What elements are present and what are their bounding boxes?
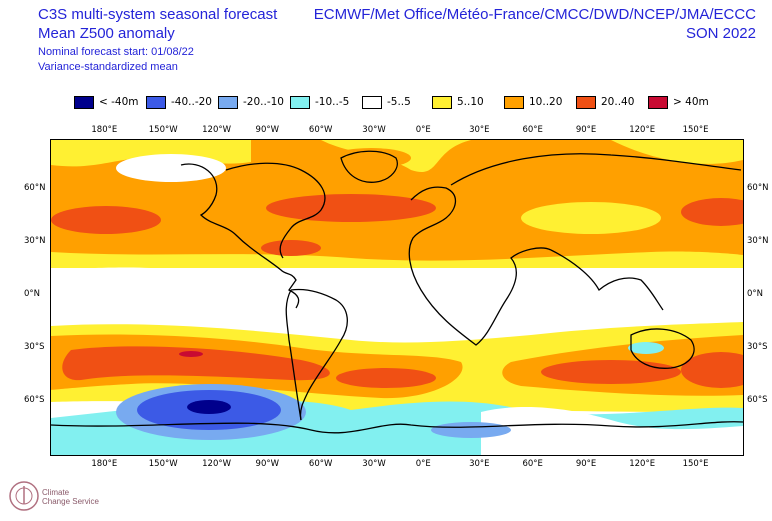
africa-europe-coast: [408, 186, 552, 346]
lat-tick-label: 0°N: [747, 289, 764, 299]
legend-swatch: [648, 96, 668, 109]
australia-cyan-patch: [628, 342, 664, 354]
eurasia-north-coast: [450, 153, 742, 186]
legend-label: -20..-10: [243, 96, 284, 108]
legend-swatch: [504, 96, 524, 109]
mean-type: Variance-standardized mean: [38, 61, 178, 73]
atlantic-red-patch: [266, 194, 436, 222]
legend-label: > 40m: [673, 96, 709, 108]
legend-swatch: [290, 96, 310, 109]
south-america-east-coast: [290, 288, 348, 421]
lon-tick-label: 30°W: [362, 459, 386, 469]
legend-label: 20..40: [601, 96, 635, 108]
lon-tick-label: 0°E: [415, 459, 431, 469]
climate-change-service-logo: [9, 481, 39, 511]
legend-label: 10..20: [529, 96, 563, 108]
sh-pacific-red-band: [62, 346, 330, 381]
lon-tick-label: 60°W: [308, 459, 333, 469]
coastlines: [51, 150, 743, 434]
forecast-start: Nominal forecast start: 01/08/22: [38, 46, 194, 58]
legend-swatch: [432, 96, 452, 109]
lat-tick-label: 60°N: [24, 183, 46, 193]
legend-swatch: [362, 96, 382, 109]
legend-label: -40..-20: [171, 96, 212, 108]
south-america-west-coast: [285, 289, 302, 421]
lat-tick-label: 60°N: [747, 183, 769, 193]
lon-tick-label: 150°W: [148, 459, 178, 469]
legend-label: < -40m: [99, 96, 139, 108]
north-america-coast: [180, 163, 300, 309]
sindian-red-patch: [541, 360, 681, 384]
lon-tick-label: 120°W: [202, 125, 232, 135]
namerica-red-patch: [261, 240, 321, 256]
greenland-positive-patch: [331, 148, 411, 168]
south-asia-coast: [550, 249, 664, 311]
lon-tick-label: 180°E: [91, 125, 118, 135]
lon-tick-label: 90°E: [575, 459, 597, 469]
lon-tick-label: 120°E: [629, 459, 656, 469]
logo-ring: [9, 481, 39, 511]
australia-coast: [630, 328, 695, 369]
lat-tick-label: 60°S: [747, 395, 768, 405]
north-america-east-coast: [225, 162, 326, 259]
lon-tick-label: 90°E: [575, 125, 597, 135]
sh-dark-red-patch: [179, 351, 203, 357]
lon-tick-label: 30°E: [469, 459, 490, 469]
tasman-red-patch: [681, 352, 743, 388]
lon-tick-label: 120°E: [629, 125, 656, 135]
antarctica-coast: [51, 421, 743, 434]
central-asia-yellow-patch: [521, 202, 661, 234]
lon-tick-label: 60°E: [522, 125, 543, 135]
lon-tick-label: 30°E: [469, 125, 490, 135]
lon-tick-label: 150°E: [682, 125, 709, 135]
logo-line-1: Climate: [42, 488, 70, 497]
lat-tick-label: 0°N: [24, 289, 41, 299]
lat-tick-label: 30°S: [747, 342, 768, 352]
logo-text: Climate Change Service: [42, 488, 99, 506]
lon-tick-label: 120°W: [202, 459, 232, 469]
equatorial-neutral-band: [51, 268, 743, 326]
lat-tick-label: 30°S: [24, 342, 45, 352]
chart-title: C3S multi-system seasonal forecast: [38, 6, 278, 23]
lat-tick-label: 60°S: [24, 395, 45, 405]
npacific-red-patch: [681, 198, 743, 226]
legend-label: 5..10: [457, 96, 484, 108]
legend-label: -10..-5: [315, 96, 350, 108]
anomaly-map: [50, 139, 744, 456]
season-label: SON 2022: [685, 25, 756, 42]
chart-subtitle: Mean Z500 anomaly: [38, 25, 175, 42]
lon-tick-label: 0°E: [415, 125, 431, 135]
weddell-light-blue-patch: [431, 422, 511, 438]
lon-tick-label: 150°E: [682, 459, 709, 469]
lon-tick-label: 30°W: [362, 125, 386, 135]
lat-tick-label: 30°N: [24, 236, 46, 246]
pacific-red-patch: [51, 206, 161, 234]
logo-line-2: Change Service: [42, 497, 99, 506]
lon-tick-label: 60°W: [308, 125, 333, 135]
legend-swatch: [146, 96, 166, 109]
centres-list: ECMWF/Met Office/Météo-France/CMCC/DWD/N…: [313, 6, 756, 23]
lon-tick-label: 180°E: [91, 459, 118, 469]
lon-tick-label: 60°E: [522, 459, 543, 469]
legend-swatch: [74, 96, 94, 109]
arctic-neutral-patch: [116, 154, 226, 182]
lat-tick-label: 30°N: [747, 236, 769, 246]
lon-tick-label: 90°W: [255, 125, 280, 135]
amundsen-low-core: [187, 400, 231, 414]
satlantic-red-patch: [336, 368, 436, 388]
legend-label: -5..5: [387, 96, 411, 108]
antarctic-neutral-patch: [481, 406, 743, 455]
greenland-coast: [340, 150, 398, 183]
lon-tick-label: 150°W: [148, 125, 178, 135]
legend-swatch: [576, 96, 596, 109]
siberia-yellow-patch: [611, 140, 743, 164]
lon-tick-label: 90°W: [255, 459, 280, 469]
map-canvas: [51, 140, 743, 455]
legend-swatch: [218, 96, 238, 109]
